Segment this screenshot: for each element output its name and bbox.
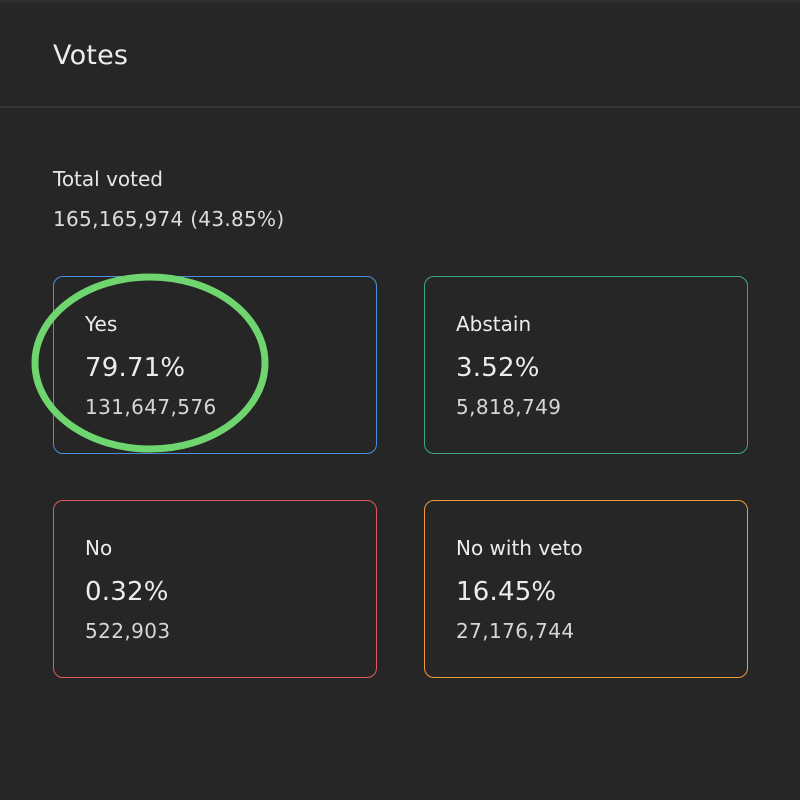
total-voted-value: 165,165,974 (43.85%) (53, 207, 285, 231)
vote-option-count: 522,903 (85, 619, 171, 643)
vote-option-label: No (85, 536, 113, 560)
panel-title: Votes (53, 40, 129, 71)
top-divider (0, 0, 800, 3)
vote-option-count: 131,647,576 (85, 395, 217, 419)
vote-card-no[interactable]: No 0.32% 522,903 (53, 500, 377, 678)
vote-card-yes[interactable]: Yes 79.71% 131,647,576 (53, 276, 377, 454)
vote-option-label: Yes (85, 312, 118, 336)
vote-option-percent: 79.71% (85, 353, 186, 383)
vote-option-label: No with veto (456, 536, 583, 560)
vote-option-percent: 16.45% (456, 577, 557, 607)
vote-option-count: 27,176,744 (456, 619, 575, 643)
vote-option-count: 5,818,749 (456, 395, 562, 419)
vote-option-percent: 3.52% (456, 353, 540, 383)
total-voted-label: Total voted (53, 167, 163, 191)
panel-header: Votes (0, 0, 800, 108)
vote-card-abstain[interactable]: Abstain 3.52% 5,818,749 (424, 276, 748, 454)
vote-card-no-with-veto[interactable]: No with veto 16.45% 27,176,744 (424, 500, 748, 678)
vote-option-percent: 0.32% (85, 577, 169, 607)
vote-option-label: Abstain (456, 312, 532, 336)
